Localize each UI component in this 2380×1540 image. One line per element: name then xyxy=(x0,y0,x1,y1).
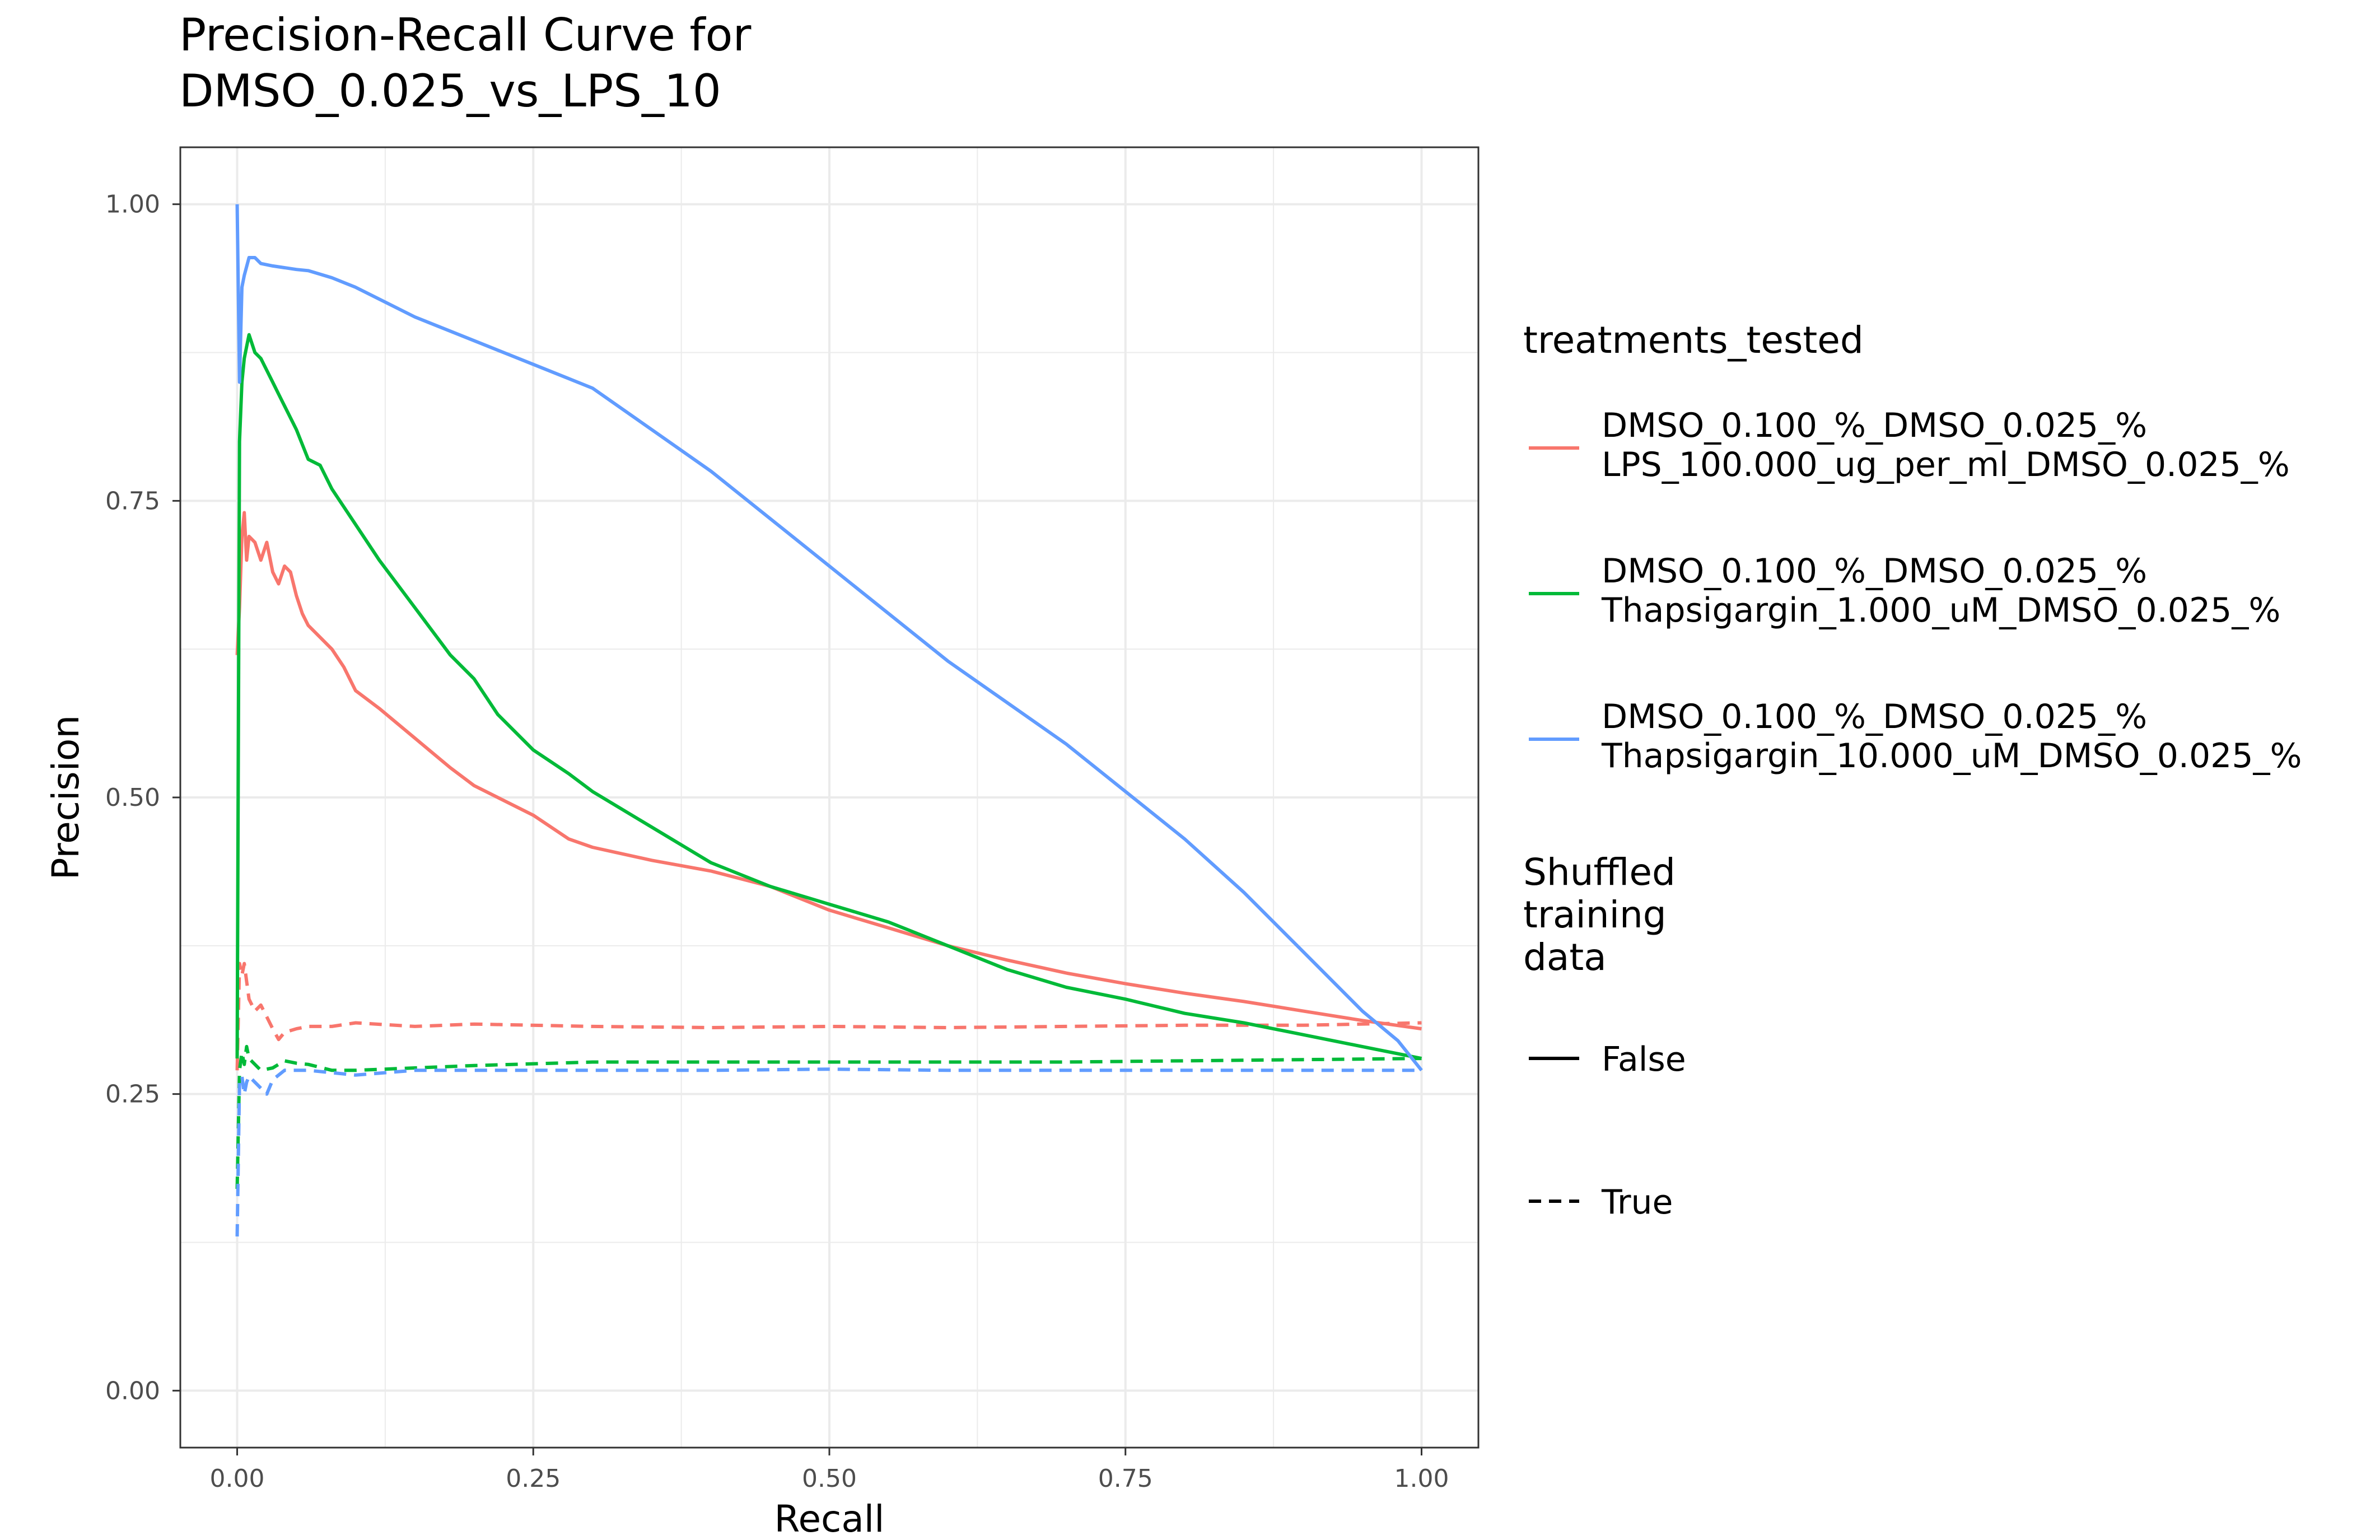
chart-title-line-2: DMSO_0.025_vs_LPS_10 xyxy=(179,65,721,117)
legend-shuffled-title-line: Shuffled xyxy=(1523,851,1676,894)
x-tick-label: 0.50 xyxy=(802,1464,857,1493)
series-line-shuffled xyxy=(235,1044,1422,1189)
series-line-shuffled xyxy=(235,962,1422,1071)
y-tick-label: 0.00 xyxy=(105,1376,160,1405)
y-tick-label: 0.50 xyxy=(105,783,160,812)
legend-treatment-label-line-1: DMSO_0.100_%_DMSO_0.025_% xyxy=(1602,697,2147,736)
series-layer xyxy=(235,204,1423,1236)
y-tick-label: 0.25 xyxy=(105,1080,160,1109)
series-line xyxy=(235,511,1422,1031)
x-axis: 0.00 0.25 0.50 0.75 1.00 xyxy=(210,1448,1449,1493)
legend-shuffled-label: True xyxy=(1601,1183,1673,1222)
y-axis: 0.00 0.25 0.50 0.75 1.00 xyxy=(105,190,180,1405)
series-line xyxy=(235,204,1423,1072)
legend-treatment-label-line-2: LPS_100.000_ug_per_ml_DMSO_0.025_% xyxy=(1602,445,2290,484)
legend-treatment-label-line-1: DMSO_0.100_%_DMSO_0.025_% xyxy=(1602,406,2147,445)
legend-treatment-label-line-1: DMSO_0.100_%_DMSO_0.025_% xyxy=(1602,552,2147,591)
legend-treatment-label-line-2: Thapsigargin_1.000_uM_DMSO_0.025_% xyxy=(1601,591,2280,630)
x-tick-label: 0.00 xyxy=(210,1464,265,1493)
x-tick-label: 0.75 xyxy=(1098,1464,1153,1493)
legend-shuffled-title-line: data xyxy=(1523,936,1607,979)
legend-shuffled-label: False xyxy=(1602,1040,1686,1079)
x-axis-label: Recall xyxy=(774,1497,885,1540)
legend-shuffled-title-line: training xyxy=(1523,893,1667,936)
series-line xyxy=(235,333,1422,1061)
chart-title-line-1: Precision-Recall Curve for xyxy=(179,9,751,61)
x-tick-label: 0.25 xyxy=(506,1464,561,1493)
y-tick-label: 1.00 xyxy=(105,190,160,219)
legend-treatments-title: treatments_tested xyxy=(1523,319,1864,362)
y-tick-label: 0.75 xyxy=(105,487,160,515)
legend-treatment-label-line-2: Thapsigargin_10.000_uM_DMSO_0.025_% xyxy=(1601,736,2302,776)
x-tick-label: 1.00 xyxy=(1394,1464,1449,1493)
plot-area xyxy=(179,146,1480,1449)
y-axis-label: Precision xyxy=(44,715,87,880)
legend-treatments: treatments_tested DMSO_0.100_%_DMSO_0.02… xyxy=(1523,319,2302,776)
series-line-shuffled xyxy=(235,1067,1422,1236)
